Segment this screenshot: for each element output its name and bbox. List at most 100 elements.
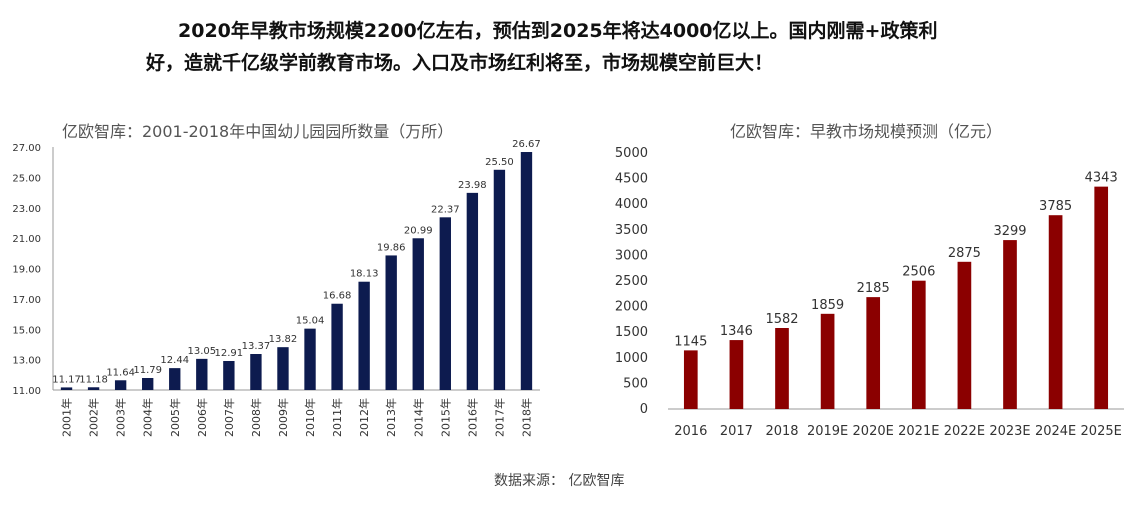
y-tick-label: 21.00	[12, 234, 41, 245]
y-tick-label: 0	[640, 402, 648, 417]
y-tick-label: 4500	[615, 172, 648, 187]
bar	[911, 280, 926, 409]
bar-value-label: 4343	[1085, 171, 1118, 186]
y-tick-label: 3500	[615, 223, 648, 238]
bar	[412, 238, 424, 390]
bar-value-label: 16.68	[323, 291, 352, 302]
y-tick-label: 27.00	[12, 143, 41, 154]
bar	[169, 368, 181, 390]
bar-value-label: 11.18	[79, 374, 108, 385]
bar	[729, 340, 744, 409]
bar-value-label: 1346	[720, 324, 753, 339]
headline-line-2: 好，造就千亿级学前教育市场。入口及市场红利将至，市场规模空前巨大！	[146, 52, 774, 74]
bar	[358, 281, 370, 390]
bar-value-label: 11.17	[52, 374, 81, 385]
y-tick-label: 500	[623, 376, 648, 391]
x-tick-label: 2020E	[853, 424, 894, 439]
bar	[114, 380, 127, 390]
x-tick-label: 2004年	[141, 398, 155, 437]
bar	[820, 313, 835, 409]
x-tick-label: 2013年	[384, 398, 398, 437]
x-tick-label: 2007年	[222, 398, 236, 437]
bar-value-label: 11.79	[133, 365, 162, 376]
bar-value-label: 15.04	[296, 316, 325, 327]
right-chart-title: 亿欧智库：早教市场规模预测（亿元）	[730, 122, 1003, 141]
bar-value-label: 13.37	[242, 341, 271, 352]
bar	[439, 217, 451, 390]
y-tick-label: 17.00	[12, 295, 41, 306]
x-tick-label: 2014年	[411, 398, 425, 437]
x-tick-label: 2022E	[944, 424, 985, 439]
y-tick-label: 1000	[615, 351, 648, 366]
bar	[957, 261, 972, 409]
bar	[142, 378, 154, 390]
bar-value-label: 3785	[1039, 199, 1072, 214]
bar-value-label: 13.82	[269, 334, 298, 345]
bar-value-label: 11.64	[106, 367, 135, 378]
y-tick-label: 5000	[615, 146, 648, 161]
headline: 2020年早教市场规模2200亿左右，预估到2025年将达4000亿以上。国内刚…	[0, 0, 1140, 90]
bar	[866, 297, 881, 409]
x-tick-label: 2019E	[807, 424, 848, 439]
bar-value-label: 1859	[811, 298, 844, 313]
bar-value-label: 19.86	[377, 242, 406, 253]
bar-value-label: 1582	[765, 312, 798, 327]
x-tick-label: 2025E	[1081, 424, 1122, 439]
bar	[223, 360, 235, 390]
x-tick-label: 2017年	[492, 398, 506, 437]
y-tick-label: 25.00	[12, 173, 41, 184]
bar	[385, 255, 397, 390]
bar	[1094, 186, 1109, 409]
data-source: 数据来源： 亿欧智库	[494, 473, 625, 489]
bar-value-label: 3299	[993, 224, 1026, 239]
x-tick-label: 2017	[720, 424, 753, 439]
headline-line-1: 2020年早教市场规模2200亿左右，预估到2025年将达4000亿以上。国内刚…	[178, 20, 938, 42]
bar	[1003, 240, 1017, 409]
x-tick-label: 2016年	[465, 398, 479, 437]
x-tick-label: 2018	[765, 424, 798, 439]
x-tick-label: 2011年	[330, 398, 344, 437]
bar	[87, 387, 100, 390]
x-tick-label: 2001年	[60, 398, 74, 437]
bar	[466, 192, 479, 390]
x-tick-label: 2016	[674, 424, 707, 439]
bar	[1048, 215, 1063, 409]
x-tick-label: 2012年	[357, 398, 371, 437]
bar-value-label: 13.05	[187, 346, 216, 357]
bar-value-label: 2506	[902, 265, 935, 280]
bar-value-label: 26.67	[512, 139, 541, 150]
bar	[304, 328, 316, 390]
bar	[331, 303, 343, 390]
bar-value-label: 20.99	[404, 225, 433, 236]
y-tick-label: 11.00	[12, 386, 41, 397]
bar-value-label: 22.37	[431, 204, 460, 215]
bar-value-label: 2185	[857, 281, 890, 296]
y-tick-label: 2000	[615, 300, 648, 315]
y-tick-label: 19.00	[12, 265, 41, 276]
x-tick-label: 2009年	[276, 398, 290, 437]
y-tick-label: 13.00	[12, 356, 41, 367]
bar-value-label: 12.91	[215, 348, 244, 359]
bar-value-label: 2875	[948, 246, 981, 261]
x-tick-label: 2010年	[303, 398, 317, 437]
bar	[60, 387, 73, 390]
bar	[493, 169, 506, 390]
bar	[683, 350, 698, 409]
y-tick-label: 2500	[615, 274, 648, 289]
bar-value-label: 1145	[674, 334, 707, 349]
x-tick-label: 2008年	[249, 398, 263, 437]
x-tick-label: 2002年	[87, 398, 101, 437]
y-tick-label: 23.00	[12, 204, 41, 215]
x-tick-label: 2003年	[114, 398, 128, 437]
x-tick-label: 2006年	[195, 398, 209, 437]
bar	[277, 347, 289, 390]
y-tick-label: 1500	[615, 325, 648, 340]
bar-value-label: 18.13	[350, 269, 379, 280]
bar	[775, 328, 789, 409]
x-tick-label: 2021E	[898, 424, 939, 439]
bar	[520, 152, 533, 390]
bar-value-label: 25.50	[485, 157, 514, 168]
bar	[250, 354, 262, 390]
x-tick-label: 2015年	[438, 398, 452, 437]
